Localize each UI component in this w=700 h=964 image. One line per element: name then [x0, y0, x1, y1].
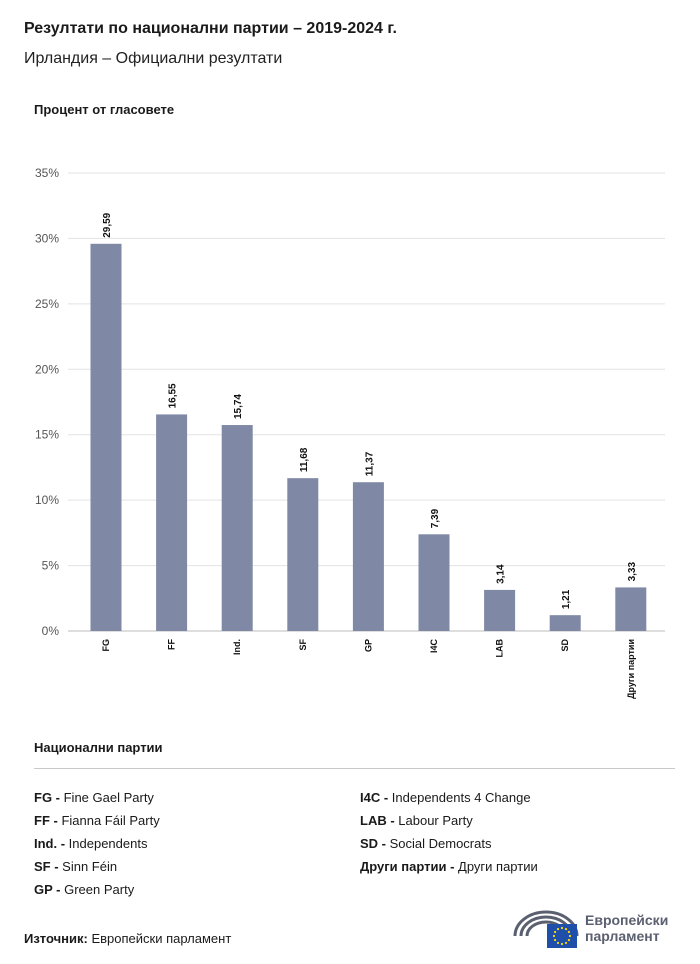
- page-title: Резултати по национални партии – 2019-20…: [24, 20, 397, 37]
- eu-star-icon: [567, 938, 571, 942]
- y-axis-label: Процент от гласовете: [34, 102, 175, 117]
- legend-item: LAB - Labour Party: [360, 809, 538, 832]
- legend-party-name: Fine Gael Party: [60, 790, 154, 805]
- data-label: 29,59: [102, 212, 113, 237]
- legend-item: FG - Fine Gael Party: [34, 786, 160, 809]
- legend-abbr: SF -: [34, 859, 59, 874]
- european-parliament-logo: Европейски парламент: [513, 906, 683, 952]
- y-tick-label: 35%: [35, 166, 59, 180]
- bar: [287, 478, 319, 631]
- eu-star-icon: [560, 926, 564, 930]
- y-tick-label: 25%: [35, 297, 59, 311]
- data-label: 11,68: [299, 447, 310, 472]
- bar: [221, 425, 253, 631]
- bar: [484, 589, 516, 631]
- eu-star-icon: [567, 930, 571, 934]
- x-tick-label: I4C: [429, 639, 439, 654]
- legend-item: Други партии - Други партии: [360, 855, 538, 878]
- data-label: 15,74: [233, 394, 244, 419]
- bar: [549, 615, 581, 631]
- legend-abbr: GP -: [34, 882, 61, 897]
- eu-star-icon: [564, 941, 568, 945]
- x-tick-label: GP: [363, 639, 373, 652]
- bar-chart: 0% 5% 10% 15% 20% 25% 30% 35% 29,59 FG 16,55 FF 15,7…: [35, 166, 665, 699]
- legend-column-left: FG - Fine Gael Party FF - Fianna Fáil Par…: [34, 786, 160, 901]
- bar: [615, 587, 647, 631]
- legend-abbr: FF -: [34, 813, 58, 828]
- legend-item: GP - Green Party: [34, 878, 160, 901]
- data-label: 7,39: [430, 508, 441, 528]
- y-tick-label: 20%: [35, 362, 59, 376]
- x-tick-label: FF: [167, 639, 177, 650]
- legend-item: FF - Fianna Fáil Party: [34, 809, 160, 832]
- logo-line-1: Европейски: [585, 912, 669, 928]
- bar: [90, 243, 122, 632]
- x-tick-label: FG: [101, 639, 111, 652]
- bar: [418, 534, 450, 631]
- legend-item: I4C - Independents 4 Change: [360, 786, 538, 809]
- legend-party-name: Labour Party: [394, 813, 473, 828]
- data-label: 1,21: [561, 589, 572, 609]
- legend-party-name: Social Democrats: [386, 836, 492, 851]
- legend-party-name: Sinn Féin: [58, 859, 118, 874]
- legend-abbr: FG -: [34, 790, 60, 805]
- legend-party-name: Independents 4 Change: [388, 790, 531, 805]
- y-tick-label: 30%: [35, 231, 59, 245]
- legend-party-name: Green Party: [60, 882, 135, 897]
- eu-star-icon: [568, 934, 572, 938]
- x-tick-label: Други партии: [626, 639, 636, 699]
- source-note: Източник: Европейски парламент: [24, 931, 231, 946]
- data-label: 11,37: [364, 451, 375, 476]
- y-tick-label: 10%: [35, 493, 59, 507]
- legend-party-name: Други партии: [454, 859, 538, 874]
- data-label: 3,33: [627, 562, 638, 582]
- legend-abbr: LAB -: [360, 813, 395, 828]
- legend-abbr: Други партии -: [360, 859, 455, 874]
- legend-abbr: SD -: [360, 836, 386, 851]
- data-label: 16,55: [168, 383, 179, 408]
- data-label: 3,14: [496, 564, 507, 584]
- source-label: Източник:: [24, 931, 88, 946]
- bar: [156, 414, 188, 631]
- logo-text: Европейски парламент: [585, 912, 668, 944]
- legend-item: SD - Social Democrats: [360, 832, 538, 855]
- eu-star-icon: [553, 938, 557, 942]
- legend-item: SF - Sinn Féin: [34, 855, 160, 878]
- logo-line-2: парламент: [585, 928, 660, 944]
- source-text: Европейски парламент: [91, 931, 232, 946]
- x-tick-label: SD: [560, 639, 570, 652]
- eu-star-icon: [552, 934, 556, 938]
- y-tick-label: 5%: [42, 559, 60, 573]
- eu-star-icon: [564, 927, 568, 931]
- legend-title: Национални партии: [34, 740, 163, 755]
- eu-star-icon: [556, 941, 560, 945]
- legend-column-right: I4C - Independents 4 Change LAB - Labour …: [360, 786, 538, 878]
- bar: [352, 482, 384, 631]
- eu-star-icon: [560, 942, 564, 946]
- page-subtitle: Ирландия – Официални резултати: [24, 50, 283, 67]
- x-tick-label: LAB: [495, 639, 505, 658]
- eu-star-icon: [556, 927, 560, 931]
- legend-item: Ind. - Independents: [34, 832, 160, 855]
- legend-abbr: I4C -: [360, 790, 389, 805]
- legend-party-name: Fianna Fáil Party: [57, 813, 160, 828]
- eu-star-icon: [553, 930, 557, 934]
- x-tick-label: SF: [298, 639, 308, 651]
- x-tick-label: Ind.: [232, 639, 242, 655]
- legend-party-name: Independents: [65, 836, 148, 851]
- legend-abbr: Ind. -: [34, 836, 66, 851]
- y-tick-label: 15%: [35, 428, 59, 442]
- parliament-hemicycle-icon: [513, 910, 579, 948]
- legend-divider: [34, 768, 675, 769]
- y-tick-label: 0%: [42, 624, 60, 638]
